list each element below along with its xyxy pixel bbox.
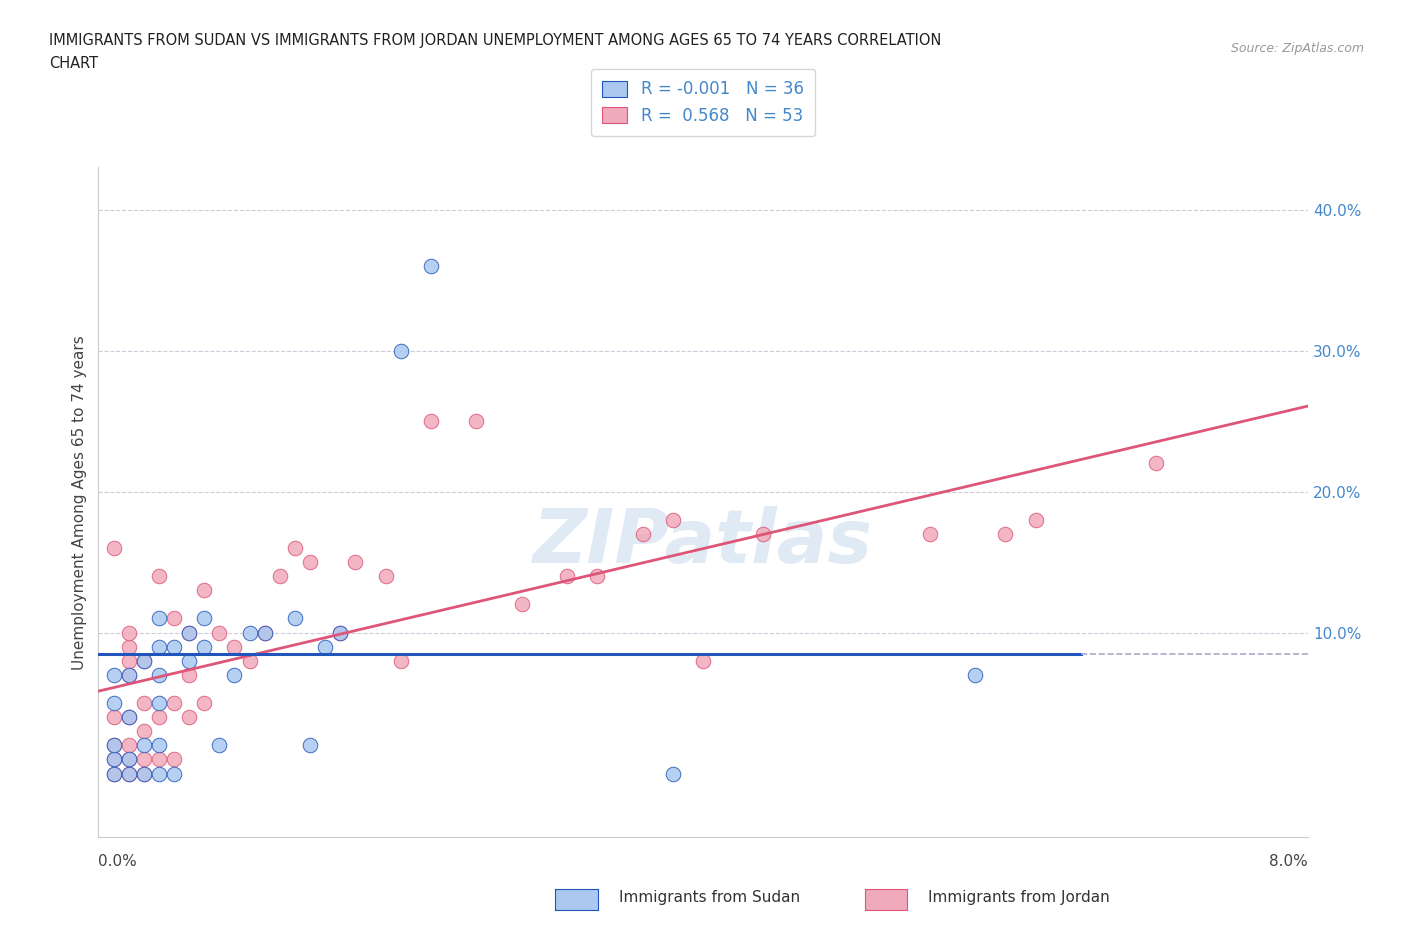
Point: [163, 611, 186, 626]
Point: [132, 737, 155, 752]
Point: [299, 554, 322, 569]
Point: [1025, 512, 1047, 527]
Point: [118, 710, 141, 724]
Point: [662, 766, 685, 781]
Point: [118, 639, 141, 654]
Point: [193, 583, 215, 598]
Point: [103, 752, 125, 767]
Point: [299, 737, 322, 752]
Text: IMMIGRANTS FROM SUDAN VS IMMIGRANTS FROM JORDAN UNEMPLOYMENT AMONG AGES 65 TO 74: IMMIGRANTS FROM SUDAN VS IMMIGRANTS FROM…: [49, 33, 942, 47]
Point: [239, 625, 262, 640]
Point: [132, 724, 155, 738]
Point: [103, 668, 125, 683]
Point: [918, 526, 941, 541]
Point: [163, 696, 186, 711]
Point: [103, 710, 125, 724]
Point: [132, 766, 155, 781]
Y-axis label: Unemployment Among Ages 65 to 74 years: Unemployment Among Ages 65 to 74 years: [72, 335, 87, 670]
Point: [329, 625, 352, 640]
Point: [118, 766, 141, 781]
Point: [163, 639, 186, 654]
Point: [132, 654, 155, 669]
Point: [284, 611, 307, 626]
Point: [118, 752, 141, 767]
Point: [586, 569, 609, 584]
Point: [148, 766, 170, 781]
Point: [118, 737, 141, 752]
Point: [132, 752, 155, 767]
Text: Source: ZipAtlas.com: Source: ZipAtlas.com: [1230, 42, 1364, 55]
Point: [420, 259, 443, 273]
Point: [103, 540, 125, 555]
Point: [465, 414, 488, 429]
Legend: R = -0.001   N = 36, R =  0.568   N = 53: R = -0.001 N = 36, R = 0.568 N = 53: [591, 69, 815, 137]
Point: [193, 639, 215, 654]
Point: [239, 654, 262, 669]
Point: [179, 654, 201, 669]
Point: [179, 710, 201, 724]
Point: [103, 737, 125, 752]
Text: 8.0%: 8.0%: [1268, 854, 1308, 869]
Text: ZIPatlas: ZIPatlas: [533, 506, 873, 578]
Point: [132, 766, 155, 781]
Point: [631, 526, 654, 541]
Point: [103, 737, 125, 752]
Point: [1146, 456, 1168, 471]
Point: [193, 611, 215, 626]
Point: [132, 696, 155, 711]
Point: [118, 766, 141, 781]
Point: [253, 625, 276, 640]
Point: [314, 639, 336, 654]
Point: [148, 710, 170, 724]
Point: [118, 668, 141, 683]
Point: [692, 654, 714, 669]
Point: [389, 654, 412, 669]
Point: [374, 569, 396, 584]
Point: [179, 625, 201, 640]
Point: [224, 668, 246, 683]
Point: [389, 343, 412, 358]
Point: [510, 597, 533, 612]
Point: [179, 668, 201, 683]
Point: [118, 625, 141, 640]
Text: CHART: CHART: [49, 56, 98, 71]
Point: [148, 639, 170, 654]
Point: [103, 696, 125, 711]
Point: [344, 554, 367, 569]
Point: [118, 752, 141, 767]
Point: [752, 526, 775, 541]
Point: [420, 414, 443, 429]
Point: [132, 654, 155, 669]
Point: [148, 737, 170, 752]
Point: [118, 654, 141, 669]
Point: [284, 540, 307, 555]
Point: [994, 526, 1017, 541]
Text: Immigrants from Sudan: Immigrants from Sudan: [619, 890, 800, 905]
Point: [269, 569, 291, 584]
Point: [103, 752, 125, 767]
Point: [193, 696, 215, 711]
Point: [965, 668, 987, 683]
Point: [148, 611, 170, 626]
Point: [662, 512, 685, 527]
Point: [224, 639, 246, 654]
Point: [148, 696, 170, 711]
Text: Immigrants from Jordan: Immigrants from Jordan: [928, 890, 1109, 905]
Point: [118, 710, 141, 724]
Point: [103, 766, 125, 781]
Point: [208, 737, 231, 752]
Point: [118, 668, 141, 683]
Point: [148, 668, 170, 683]
Point: [555, 569, 578, 584]
Point: [148, 752, 170, 767]
Point: [103, 766, 125, 781]
Point: [163, 752, 186, 767]
Point: [148, 569, 170, 584]
Point: [208, 625, 231, 640]
Point: [163, 766, 186, 781]
Point: [253, 625, 276, 640]
Point: [179, 625, 201, 640]
Point: [329, 625, 352, 640]
Text: 0.0%: 0.0%: [98, 854, 138, 869]
